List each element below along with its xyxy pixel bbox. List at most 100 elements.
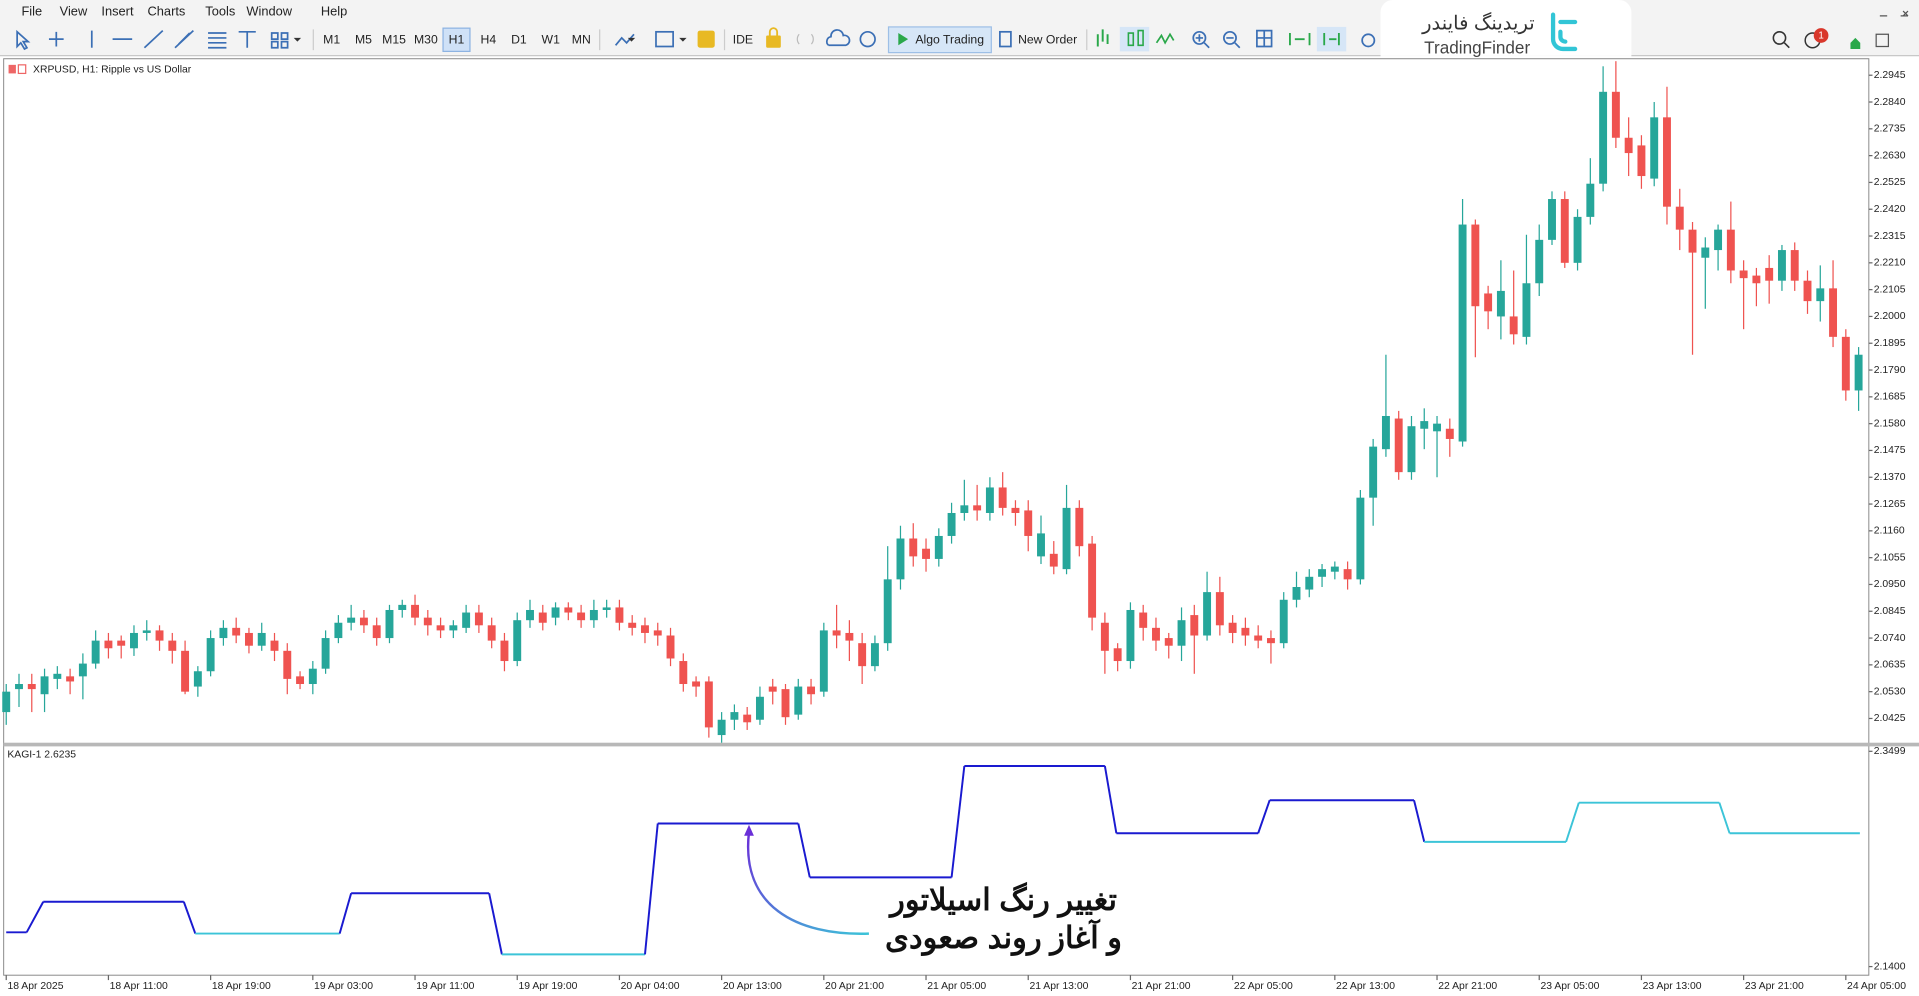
screenshot-icon[interactable] xyxy=(1361,33,1376,48)
candle-body xyxy=(807,686,816,695)
timeframe-button[interactable]: M5 xyxy=(355,33,372,47)
y-tick-label: 2.1790 xyxy=(1874,365,1906,376)
notification-badge xyxy=(1813,28,1829,43)
zoom-out-icon[interactable] xyxy=(1222,30,1237,45)
dropdown-arrow[interactable] xyxy=(627,37,636,42)
search-handle xyxy=(1783,42,1790,49)
candle-body xyxy=(1624,137,1633,154)
vps-icon[interactable] xyxy=(859,30,876,48)
dropdown-arrow[interactable] xyxy=(679,37,687,42)
candle-body xyxy=(1152,627,1160,641)
bar-chart-icon[interactable] xyxy=(1096,29,1109,47)
candle-body xyxy=(589,609,598,621)
kagi-segment xyxy=(644,823,659,955)
candle-body xyxy=(232,627,241,636)
x-tick-label: 23 Apr 21:00 xyxy=(1745,981,1804,992)
timeframe-button[interactable]: MN xyxy=(572,33,591,47)
candle-body xyxy=(1394,418,1403,473)
autoscroll-icon[interactable] xyxy=(1289,33,1311,46)
menu-item[interactable]: File xyxy=(21,4,42,19)
candle-body xyxy=(653,630,662,636)
new-order-label[interactable]: New Order xyxy=(1018,33,1077,47)
candle-body xyxy=(1611,91,1620,138)
signal-icon[interactable] xyxy=(796,33,814,45)
algo-trading-label[interactable]: Algo Trading xyxy=(915,33,984,47)
shapes-icon[interactable] xyxy=(270,32,289,49)
signals-icon[interactable] xyxy=(1850,37,1861,49)
x-tick-label: 24 Apr 05:00 xyxy=(1847,981,1906,992)
candle-body xyxy=(870,643,879,667)
search-icon[interactable] xyxy=(1772,31,1787,45)
new-order-icon[interactable] xyxy=(999,30,1012,48)
candle-body xyxy=(947,512,956,536)
timeframe-button[interactable]: M30 xyxy=(414,33,438,47)
timeframe-button[interactable]: H4 xyxy=(481,33,497,47)
kagi-segment xyxy=(1257,799,1271,834)
text-icon[interactable] xyxy=(238,30,256,48)
candle-body xyxy=(564,607,573,613)
menu-item[interactable]: Tools xyxy=(205,4,235,19)
crosshair-icon[interactable] xyxy=(48,31,64,47)
candle-body xyxy=(1560,199,1569,263)
menu-item[interactable]: View xyxy=(60,4,88,19)
candle-body xyxy=(538,612,547,623)
kagi-segment xyxy=(1718,802,1731,834)
lock-icon[interactable] xyxy=(766,35,781,48)
candle-body xyxy=(130,632,138,649)
algo-trading-button[interactable] xyxy=(887,26,992,54)
candle-body xyxy=(883,579,892,644)
menu-item[interactable]: Insert xyxy=(101,4,134,19)
timeframe-button[interactable]: H1 xyxy=(449,33,465,47)
candle-body xyxy=(1254,635,1263,641)
templates-icon[interactable] xyxy=(655,30,674,48)
candle-body xyxy=(513,620,522,662)
candle-body xyxy=(922,548,930,559)
timeframe-button[interactable]: M1 xyxy=(323,33,340,47)
timeframe-button[interactable]: W1 xyxy=(542,33,561,47)
candle-body xyxy=(1433,423,1441,432)
trendline-icon[interactable] xyxy=(143,29,164,49)
menu-item[interactable]: Window xyxy=(246,4,292,19)
x-tick-label: 21 Apr 13:00 xyxy=(1029,981,1088,992)
market-icon[interactable] xyxy=(697,30,715,48)
tile-icon[interactable] xyxy=(1256,29,1273,48)
timeframe-button[interactable]: M15 xyxy=(382,33,406,47)
candle-body xyxy=(385,609,394,639)
x-tick-label: 19 Apr 03:00 xyxy=(314,981,373,992)
candle-body xyxy=(193,671,202,687)
candle-body xyxy=(1190,615,1199,636)
window-icon[interactable] xyxy=(1875,33,1890,48)
candle-body xyxy=(347,617,356,623)
y-tick-label: 2.2735 xyxy=(1874,124,1906,135)
shift-icon xyxy=(1323,33,1340,46)
menu-item[interactable]: Help xyxy=(321,4,347,19)
y-tick-label: 2.0950 xyxy=(1874,579,1906,590)
cloud-icon[interactable] xyxy=(826,29,851,47)
zoom-in-icon[interactable] xyxy=(1192,30,1207,45)
fibo-icon[interactable] xyxy=(208,32,227,49)
candle-body xyxy=(845,632,854,641)
y-tick-label: 2.1580 xyxy=(1874,418,1906,429)
y-tick-label: 2.1055 xyxy=(1874,552,1906,563)
timeframe-button[interactable]: D1 xyxy=(511,33,527,47)
window-controls[interactable] xyxy=(1879,10,1909,17)
ide-button[interactable]: IDE xyxy=(733,33,753,47)
menu-item[interactable]: Charts xyxy=(148,4,186,19)
channel-icon[interactable] xyxy=(174,29,194,49)
symbol-icon xyxy=(8,64,16,74)
logo-box xyxy=(1380,0,1632,76)
line-chart-icon[interactable] xyxy=(1155,32,1175,45)
cursor-icon[interactable] xyxy=(16,29,31,51)
candle-body xyxy=(1548,199,1556,240)
candle-body xyxy=(1420,421,1429,429)
candle-chart-active[interactable] xyxy=(1119,26,1150,52)
candle-body xyxy=(1752,275,1761,284)
candle-body xyxy=(692,681,701,687)
candle-body xyxy=(1305,576,1314,590)
y-tick-label: 2.3499 xyxy=(1874,746,1906,757)
candle-body xyxy=(219,627,228,639)
x-tick-label: 20 Apr 04:00 xyxy=(621,981,680,992)
candle-body xyxy=(743,714,752,723)
dropdown-arrow[interactable] xyxy=(293,37,302,42)
candle-body xyxy=(1484,293,1493,312)
